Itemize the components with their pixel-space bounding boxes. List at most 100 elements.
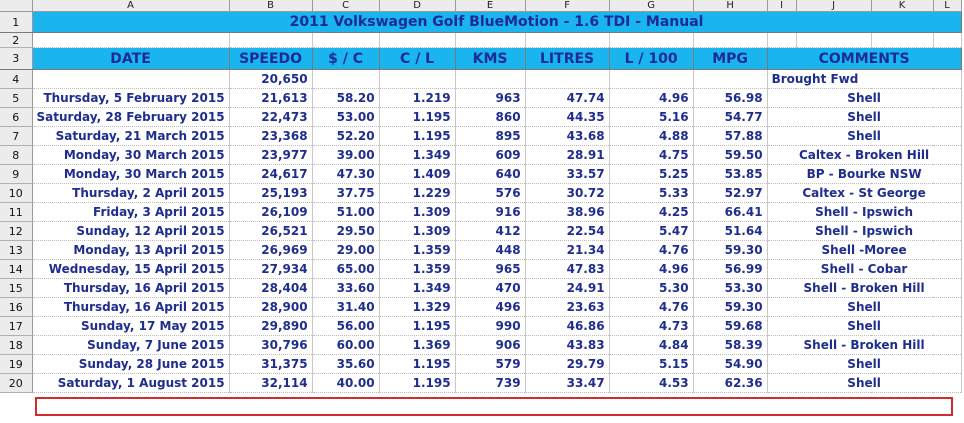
speedo-cell[interactable]: 20,650: [229, 69, 313, 89]
cents-per-litre-cell[interactable]: 1.219: [379, 88, 456, 108]
cents-per-litre-cell[interactable]: 1.309: [379, 202, 456, 222]
litres-per-100-cell[interactable]: 4.96: [609, 259, 694, 279]
comment-cell[interactable]: Shell - Broken Hill: [767, 278, 962, 298]
litres-cell[interactable]: 22.54: [525, 221, 610, 241]
litres-per-100-cell[interactable]: 5.47: [609, 221, 694, 241]
litres-cell[interactable]: 23.63: [525, 297, 610, 317]
litres-per-100-cell[interactable]: 5.30: [609, 278, 694, 298]
comment-cell[interactable]: Shell - Ipswich: [767, 202, 962, 222]
cost-cell[interactable]: 53.00: [312, 107, 380, 127]
speedo-cell[interactable]: 31,375: [229, 354, 313, 374]
column-header-j[interactable]: J: [796, 0, 872, 12]
mpg-cell[interactable]: 53.85: [693, 164, 768, 184]
row-header[interactable]: 13: [0, 240, 33, 260]
comment-cell[interactable]: Caltex - St George: [767, 183, 962, 203]
speedo-cell[interactable]: 21,613: [229, 88, 313, 108]
litres-cell[interactable]: 28.91: [525, 145, 610, 165]
speedo-cell[interactable]: 27,934: [229, 259, 313, 279]
empty-cell[interactable]: [455, 32, 526, 48]
speedo-cell[interactable]: 28,404: [229, 278, 313, 298]
cost-cell[interactable]: 65.00: [312, 259, 380, 279]
kms-cell[interactable]: 895: [455, 126, 526, 146]
row-header[interactable]: 12: [0, 221, 33, 241]
litres-per-100-cell[interactable]: 4.84: [609, 335, 694, 355]
speedo-cell[interactable]: 22,473: [229, 107, 313, 127]
mpg-cell[interactable]: 58.39: [693, 335, 768, 355]
header-cpl[interactable]: C / L: [379, 47, 456, 70]
litres-per-100-cell[interactable]: 4.25: [609, 202, 694, 222]
litres-cell[interactable]: 30.72: [525, 183, 610, 203]
date-cell[interactable]: Saturday, 21 March 2015: [32, 126, 230, 146]
litres-per-100-cell[interactable]: 5.15: [609, 354, 694, 374]
date-cell[interactable]: Thursday, 16 April 2015: [32, 278, 230, 298]
speedo-cell[interactable]: 28,900: [229, 297, 313, 317]
mpg-cell[interactable]: 62.36: [693, 373, 768, 393]
row-header[interactable]: 1: [0, 11, 33, 33]
sheet-title[interactable]: 2011 Volkswagen Golf BlueMotion - 1.6 TD…: [32, 11, 962, 33]
litres-cell[interactable]: 29.79: [525, 354, 610, 374]
column-header-l[interactable]: L: [933, 0, 962, 12]
kms-cell[interactable]: 609: [455, 145, 526, 165]
kms-cell[interactable]: 906: [455, 335, 526, 355]
mpg-cell[interactable]: 56.99: [693, 259, 768, 279]
mpg-cell[interactable]: 53.30: [693, 278, 768, 298]
speedo-cell[interactable]: 23,368: [229, 126, 313, 146]
cost-cell[interactable]: 58.20: [312, 88, 380, 108]
comment-cell[interactable]: Brought Fwd: [767, 69, 962, 89]
speedo-cell[interactable]: 26,109: [229, 202, 313, 222]
row-header[interactable]: 20: [0, 373, 33, 393]
row-header[interactable]: 15: [0, 278, 33, 298]
column-header-i[interactable]: I: [767, 0, 797, 12]
litres-cell[interactable]: 33.57: [525, 164, 610, 184]
header-mpg[interactable]: MPG: [693, 47, 768, 70]
column-header-e[interactable]: E: [455, 0, 526, 12]
header-cost[interactable]: $ / C: [312, 47, 380, 70]
litres-cell[interactable]: 47.74: [525, 88, 610, 108]
litres-cell[interactable]: 46.86: [525, 316, 610, 336]
speedo-cell[interactable]: 24,617: [229, 164, 313, 184]
empty-cell[interactable]: [693, 32, 768, 48]
cost-cell[interactable]: 56.00: [312, 316, 380, 336]
cost-cell[interactable]: 29.00: [312, 240, 380, 260]
header-speedo[interactable]: SPEEDO: [229, 47, 313, 70]
kms-cell[interactable]: 576: [455, 183, 526, 203]
comment-cell[interactable]: Shell: [767, 297, 962, 317]
header-kms[interactable]: KMS: [455, 47, 526, 70]
date-cell[interactable]: Saturday, 28 February 2015: [32, 107, 230, 127]
mpg-cell[interactable]: 59.68: [693, 316, 768, 336]
kms-cell[interactable]: 990: [455, 316, 526, 336]
kms-cell[interactable]: 965: [455, 259, 526, 279]
date-cell[interactable]: Monday, 30 March 2015: [32, 145, 230, 165]
empty-cell[interactable]: [525, 69, 610, 89]
mpg-cell[interactable]: 59.30: [693, 240, 768, 260]
column-header-c[interactable]: C: [312, 0, 380, 12]
row-header[interactable]: 19: [0, 354, 33, 374]
comment-cell[interactable]: Shell - Cobar: [767, 259, 962, 279]
kms-cell[interactable]: 448: [455, 240, 526, 260]
litres-cell[interactable]: 43.68: [525, 126, 610, 146]
cost-cell[interactable]: 33.60: [312, 278, 380, 298]
date-cell[interactable]: Wednesday, 15 April 2015: [32, 259, 230, 279]
date-cell[interactable]: Sunday, 17 May 2015: [32, 316, 230, 336]
column-header-g[interactable]: G: [609, 0, 694, 12]
date-cell[interactable]: Sunday, 7 June 2015: [32, 335, 230, 355]
mpg-cell[interactable]: 54.90: [693, 354, 768, 374]
row-header[interactable]: 6: [0, 107, 33, 127]
header-l100[interactable]: L / 100: [609, 47, 694, 70]
comment-cell[interactable]: Shell: [767, 373, 962, 393]
date-cell[interactable]: Monday, 13 April 2015: [32, 240, 230, 260]
cost-cell[interactable]: 31.40: [312, 297, 380, 317]
empty-cell[interactable]: [455, 69, 526, 89]
litres-per-100-cell[interactable]: 4.73: [609, 316, 694, 336]
date-cell[interactable]: Monday, 30 March 2015: [32, 164, 230, 184]
cost-cell[interactable]: 40.00: [312, 373, 380, 393]
litres-cell[interactable]: 47.83: [525, 259, 610, 279]
kms-cell[interactable]: 579: [455, 354, 526, 374]
empty-cell[interactable]: [693, 69, 768, 89]
litres-per-100-cell[interactable]: 5.16: [609, 107, 694, 127]
speedo-cell[interactable]: 32,114: [229, 373, 313, 393]
kms-cell[interactable]: 916: [455, 202, 526, 222]
row-header[interactable]: 7: [0, 126, 33, 146]
column-header-k[interactable]: K: [871, 0, 934, 12]
row-header[interactable]: 9: [0, 164, 33, 184]
